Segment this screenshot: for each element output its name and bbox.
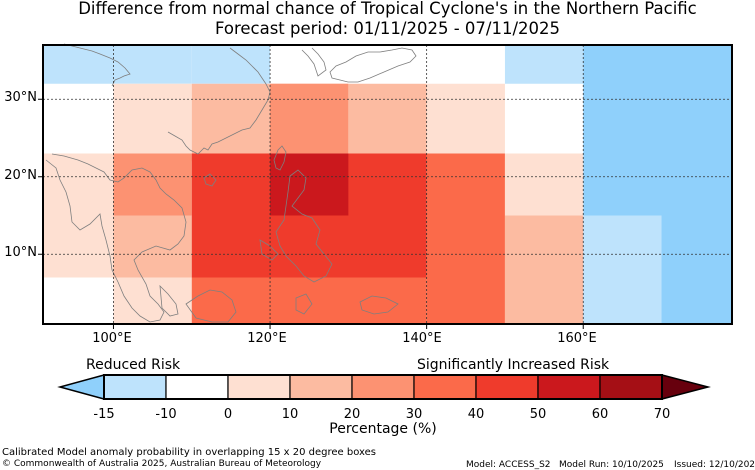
cb-tick-label: 60 <box>591 407 609 422</box>
risk-cell <box>583 215 662 324</box>
risk-cell <box>426 83 505 162</box>
colorbar-bin <box>475 374 539 400</box>
title-line-2: Forecast period: 01/11/2025 - 07/11/2025 <box>214 19 561 38</box>
title-line-1: Difference from normal chance of Tropica… <box>78 0 697 18</box>
coast-sumatra <box>159 284 179 317</box>
risk-cell <box>348 83 427 162</box>
colorbar-bin <box>413 374 477 400</box>
model-name: Model: ACCESS_S2 <box>466 460 551 470</box>
coastline <box>45 43 417 323</box>
lon-tick-120e: 120°E <box>247 331 287 346</box>
cb-tick-label: 70 <box>653 407 671 422</box>
risk-cell <box>426 153 505 324</box>
cb-tick-label: 20 <box>343 407 361 422</box>
method-note: Calibrated Model anomaly probability in … <box>2 447 377 458</box>
risk-cell <box>43 45 192 84</box>
colorbar-high-extend <box>661 374 711 400</box>
cb-tick-label: 10 <box>281 407 299 422</box>
risk-cell <box>113 83 192 162</box>
coast-borneo <box>185 289 237 323</box>
risk-cell <box>504 215 584 324</box>
risk-cell <box>504 153 584 216</box>
colorbar-axis-label: Percentage (%) <box>329 421 437 437</box>
risk-cell <box>191 45 271 84</box>
map-frame <box>42 44 733 325</box>
colorbar-bin <box>537 374 601 400</box>
cb-tick-label: 0 <box>223 407 233 422</box>
risk-grid <box>43 45 732 324</box>
coast-new-guinea <box>359 295 399 315</box>
colorbar-bin <box>227 374 291 400</box>
coast-hainan <box>203 173 217 187</box>
risk-cell <box>270 83 349 162</box>
colorbar-bin <box>289 374 353 400</box>
colorbar-bin <box>165 374 229 400</box>
lon-tick-160e: 160°E <box>557 331 597 346</box>
issued-date: Issued: 12/10/2025 <box>674 460 755 470</box>
cb-tick-label: 50 <box>529 407 547 422</box>
colorbar-bin <box>351 374 415 400</box>
coast-north-asia <box>63 43 131 87</box>
lon-tick-100e: 100°E <box>92 331 132 346</box>
coast-japan <box>329 47 417 83</box>
risk-cell <box>43 153 114 278</box>
lat-tick-30n: 30°N <box>4 90 37 105</box>
reduced-risk-label: Reduced Risk <box>86 357 181 373</box>
coast-indochina <box>45 153 187 323</box>
coast-sulawesi <box>295 293 313 315</box>
lat-tick-10n: 10°N <box>4 245 37 260</box>
colorbar-bin <box>599 374 663 400</box>
cb-tick-label: -15 <box>93 407 115 422</box>
lon-tick-140e: 140°E <box>402 331 442 346</box>
coast-taiwan <box>273 145 287 171</box>
increased-risk-label: Significantly Increased Risk <box>417 357 610 373</box>
cb-tick-label: 30 <box>405 407 423 422</box>
colorbar-bin <box>103 374 167 400</box>
coast-china <box>167 47 271 155</box>
colorbar-low-extend <box>57 374 105 400</box>
cb-tick-label: 40 <box>467 407 485 422</box>
cb-tick-label: -10 <box>155 407 177 422</box>
risk-cell <box>504 45 584 84</box>
risk-cell <box>270 153 349 216</box>
lat-tick-20n: 20°N <box>4 168 37 183</box>
copyright-note: © Commonwealth of Australia 2025, Austra… <box>2 459 322 469</box>
colorbar <box>57 374 711 400</box>
coast-korea <box>301 47 327 77</box>
colorbar-frame <box>103 374 663 400</box>
risk-cell <box>113 215 192 278</box>
risk-cell <box>191 277 427 324</box>
model-run-date: Model Run: 10/10/2025 <box>559 460 664 470</box>
risk-cell <box>113 277 192 324</box>
coast-palawan <box>259 239 279 261</box>
coast-philippines <box>275 169 333 283</box>
